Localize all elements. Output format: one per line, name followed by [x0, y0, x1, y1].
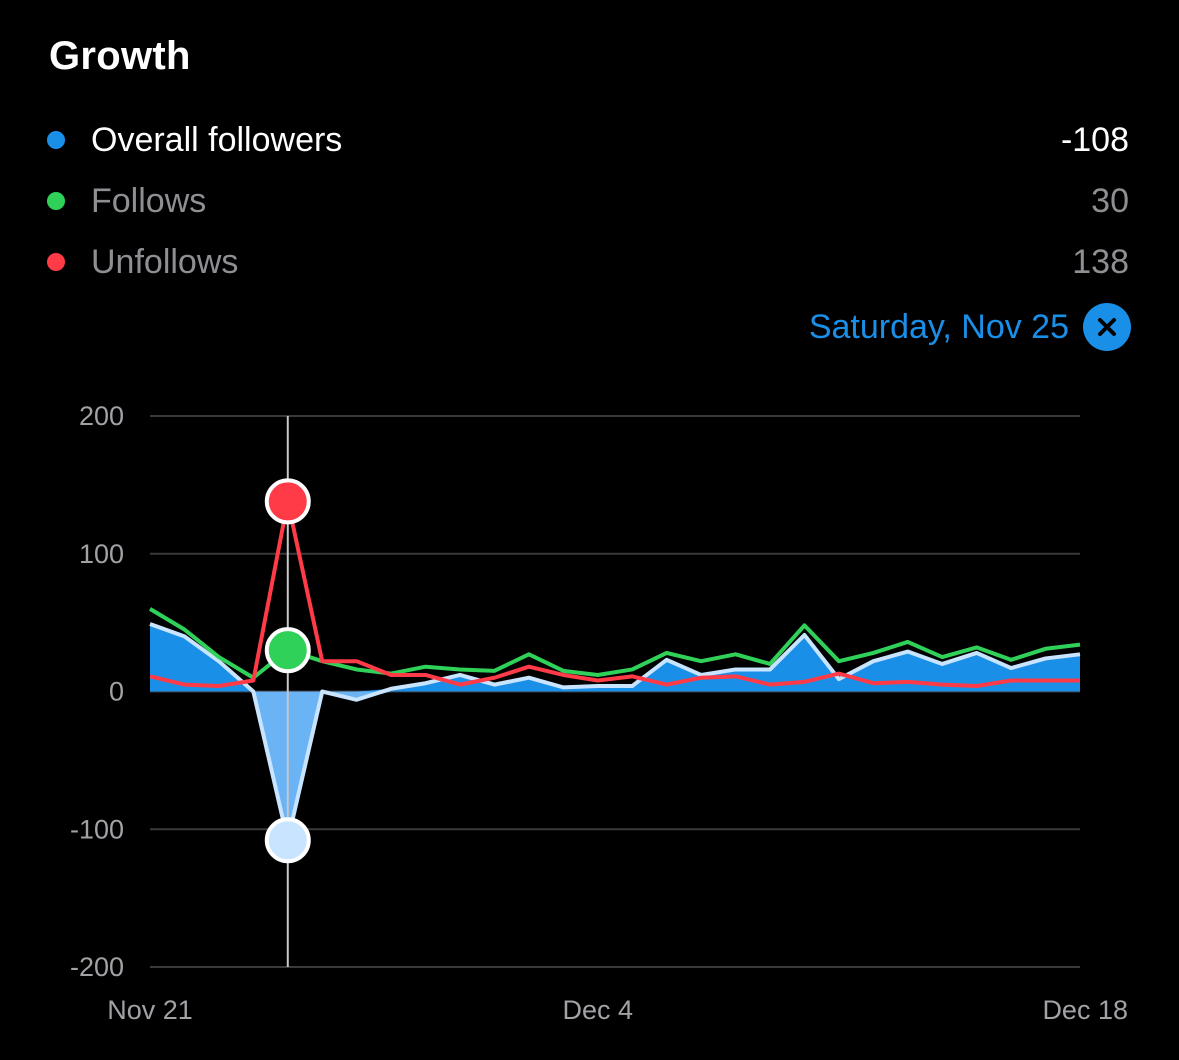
y-tick-label: -200 — [70, 952, 124, 982]
legend-label: Follows — [91, 181, 207, 220]
follows-marker — [264, 627, 311, 674]
y-tick-label: -100 — [70, 814, 124, 844]
x-tick-label: Nov 21 — [107, 995, 193, 1025]
x-tick-label: Dec 4 — [563, 995, 634, 1025]
selected-date-label: Saturday, Nov 25 — [808, 307, 1069, 346]
y-tick-label: 0 — [109, 677, 124, 707]
x-tick-label: Dec 18 — [1042, 995, 1128, 1025]
y-tick-label: 100 — [79, 539, 124, 569]
y-axis-ticks: 200 100 0 -100 -200 — [70, 401, 124, 982]
legend-value: -108 — [1060, 120, 1129, 159]
legend-item-follows: Follows 30 — [47, 179, 1129, 223]
unfollows-dot-icon — [47, 253, 65, 271]
chart-title: Growth — [49, 34, 191, 78]
legend-label: Unfollows — [91, 242, 239, 281]
overall-followers-marker — [264, 817, 311, 864]
selected-date: Saturday, Nov 25 — [809, 303, 1131, 351]
follows-dot-icon — [47, 192, 65, 210]
legend-item-overall-followers: Overall followers -108 — [47, 118, 1129, 162]
selection-cursor — [264, 416, 311, 967]
overall-followers-line — [149, 622, 1081, 843]
unfollows-marker — [264, 478, 311, 525]
legend-value: 138 — [1072, 242, 1129, 281]
overall-followers-dot-icon — [47, 131, 65, 149]
x-axis-ticks: Nov 21 Dec 4 Dec 18 — [107, 995, 1128, 1025]
clear-selection-button[interactable] — [1083, 303, 1131, 351]
legend-item-unfollows: Unfollows 138 — [47, 240, 1129, 284]
close-icon — [1098, 318, 1116, 336]
legend-value: 30 — [1091, 181, 1129, 220]
unfollows-line — [149, 499, 1080, 688]
y-tick-label: 200 — [79, 401, 124, 431]
legend-label: Overall followers — [91, 120, 343, 159]
